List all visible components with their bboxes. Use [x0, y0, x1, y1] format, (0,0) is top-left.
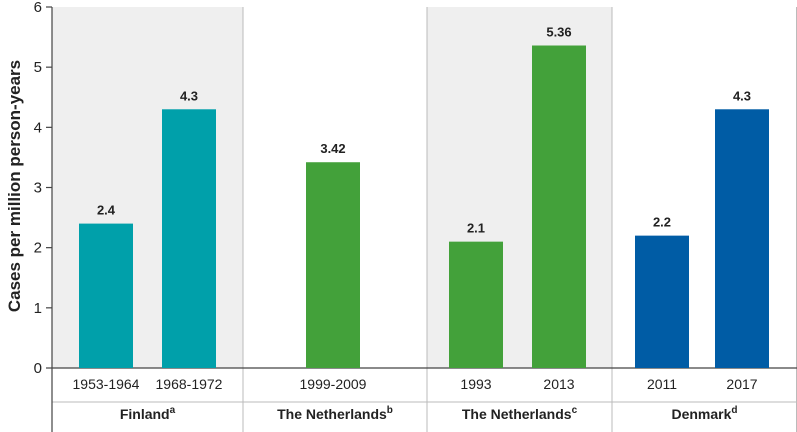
y-tick-label: 3: [34, 180, 42, 197]
y-tick-label: 5: [34, 59, 42, 76]
group-label: Denmarkd: [671, 405, 737, 422]
bar: [635, 235, 689, 368]
y-axis-title: Cases per million person-years: [5, 60, 24, 312]
group-label: Finlanda: [120, 405, 176, 422]
bar: [79, 223, 133, 368]
bar-value-label: 2.1: [467, 221, 485, 236]
category-label: 1968-1972: [156, 376, 223, 392]
bar-value-label: 2.2: [653, 215, 671, 230]
category-label: 1999-2009: [300, 376, 367, 392]
y-tick-label: 1: [34, 300, 42, 317]
y-tick-label: 0: [34, 360, 42, 377]
bars: [79, 45, 769, 369]
bar: [715, 109, 769, 369]
y-tick-label: 2: [34, 240, 42, 257]
category-label: 2017: [726, 376, 757, 392]
bar: [162, 109, 216, 369]
bar: [306, 162, 360, 368]
category-label: 2013: [543, 376, 574, 392]
bar: [449, 241, 503, 368]
y-tick-label: 6: [34, 0, 42, 16]
bar: [532, 45, 586, 369]
group-labels: Finlanda The Netherlandsb The Netherlandsc…: [120, 405, 738, 422]
bar-value-label: 3.42: [320, 141, 345, 156]
category-labels: 1953-1964 1968-1972 1999-2009 1993 2013 2011 2…: [73, 376, 758, 392]
category-label: 1953-1964: [73, 376, 140, 392]
bar-value-label: 2.4: [97, 203, 116, 218]
group-label: The Netherlandsc: [462, 405, 578, 422]
data-labels: 2.4 4.3 3.42 2.1 5.36 2.2 4.3: [97, 25, 751, 236]
category-label: 2011: [647, 376, 677, 392]
y-tick-label: 4: [34, 119, 42, 136]
bar-value-label: 4.3: [180, 88, 198, 103]
bar-value-label: 4.3: [733, 88, 751, 103]
category-label: 1993: [460, 376, 491, 392]
bar-value-label: 5.36: [546, 25, 571, 40]
group-label: The Netherlandsb: [277, 405, 393, 422]
